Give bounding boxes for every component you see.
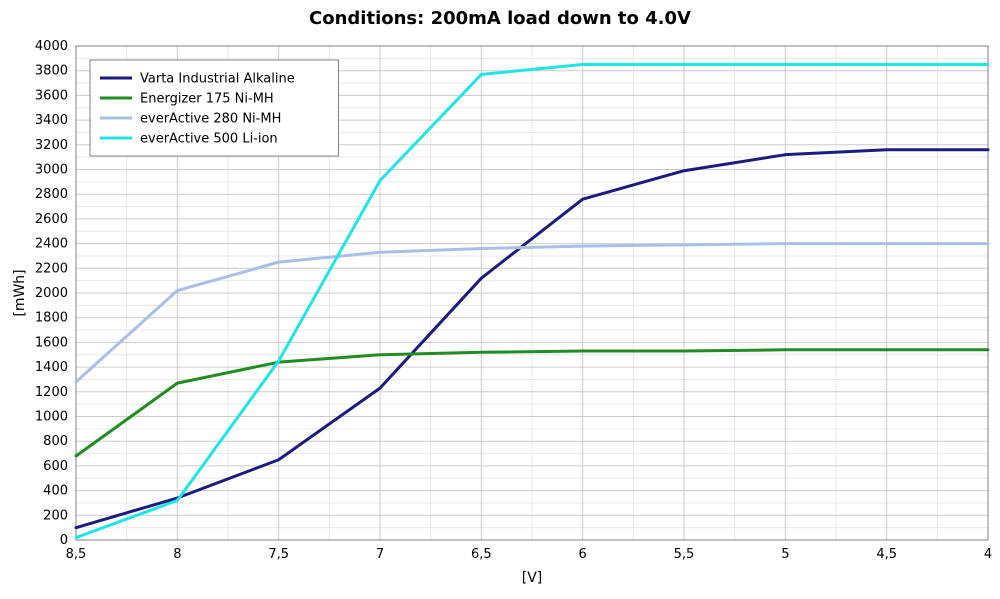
x-tick-label: 7	[376, 547, 384, 562]
y-tick-label: 3600	[35, 88, 68, 103]
y-tick-label: 2000	[35, 286, 68, 301]
x-tick-label: 5,5	[674, 547, 695, 562]
legend-label: everActive 280 Ni-MH	[140, 112, 281, 127]
x-tick-label: 8,5	[66, 547, 87, 562]
y-tick-label: 3800	[35, 64, 68, 79]
x-tick-label: 6	[579, 547, 587, 562]
y-tick-label: 200	[43, 508, 68, 523]
legend-label: Varta Industrial Alkaline	[140, 72, 295, 87]
y-tick-label: 1000	[35, 410, 68, 425]
y-tick-label: 2400	[35, 237, 68, 252]
chart-svg: 0 200 400 600 800 1000 1200 1400 1600 1800 2000 220…	[0, 0, 1000, 599]
x-tick-label: 8	[173, 547, 181, 562]
y-tick-label: 0	[60, 533, 68, 548]
y-tick-label: 2600	[35, 212, 68, 227]
x-tick-label: 6,5	[471, 547, 492, 562]
y-tick-label: 3000	[35, 163, 68, 178]
y-tick-label: 600	[43, 459, 68, 474]
chart-title: Conditions: 200mA load down to 4.0V	[0, 8, 1000, 29]
y-tick-label: 800	[43, 434, 68, 449]
y-tick-label: 2800	[35, 187, 68, 202]
x-tick-label: 4,5	[876, 547, 897, 562]
chart-container: Conditions: 200mA load down to 4.0V 0 200…	[0, 0, 1000, 599]
legend-label: Energizer 175 Ni-MH	[140, 92, 274, 107]
y-tick-label: 400	[43, 484, 68, 499]
y-tick-label: 1400	[35, 360, 68, 375]
y-tick-label: 4000	[35, 39, 68, 54]
y-tick-label: 3200	[35, 138, 68, 153]
legend-label: everActive 500 Li-ion	[140, 132, 278, 147]
x-tick-label: 5	[781, 547, 789, 562]
y-axis-label: [mWh]	[12, 269, 28, 316]
x-tick-label: 7,5	[268, 547, 289, 562]
x-tick-label: 4	[984, 547, 992, 562]
x-axis-label: [V]	[522, 570, 543, 586]
y-tick-label: 1200	[35, 385, 68, 400]
y-tick-label: 1800	[35, 311, 68, 326]
y-tick-label: 2200	[35, 261, 68, 276]
y-tick-label: 3400	[35, 113, 68, 128]
y-tick-label: 1600	[35, 335, 68, 350]
